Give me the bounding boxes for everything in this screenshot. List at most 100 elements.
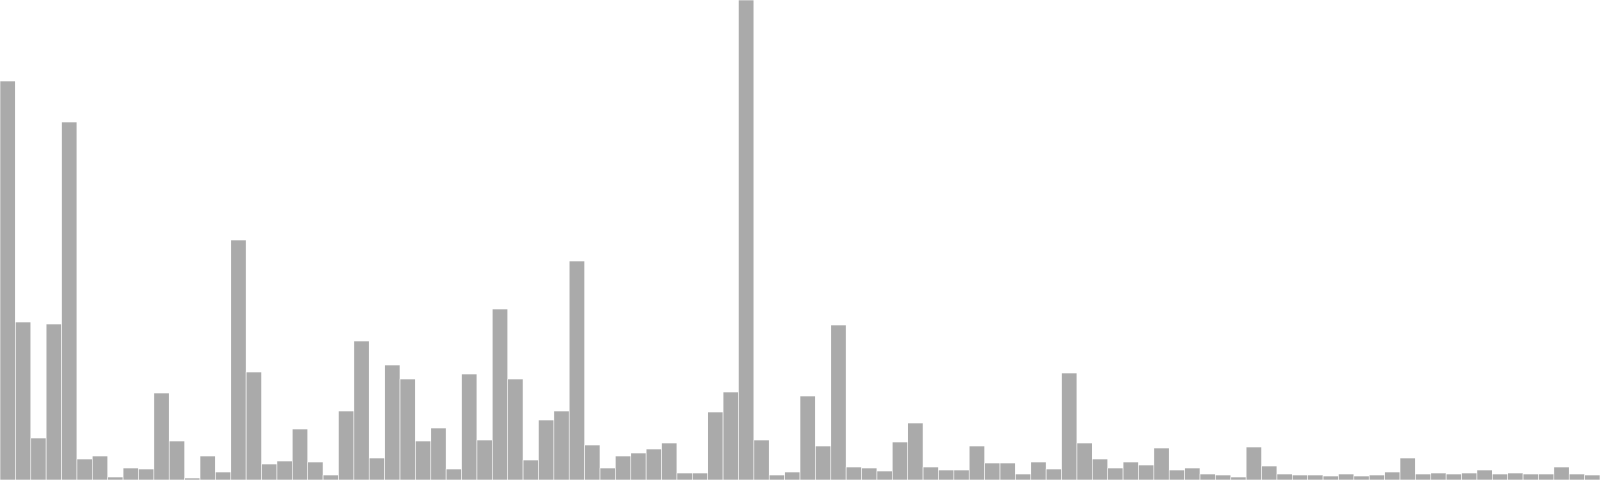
- bar: [784, 471, 801, 480]
- bar: [1368, 474, 1385, 480]
- bar: [122, 467, 139, 480]
- bar: [1199, 473, 1216, 480]
- bar: [892, 441, 908, 480]
- bar: [399, 378, 416, 480]
- bar: [1507, 472, 1524, 480]
- bar: [815, 445, 832, 480]
- bar: [1415, 473, 1432, 480]
- bar: [353, 340, 370, 480]
- bar: [15, 321, 32, 480]
- bar: [768, 474, 785, 480]
- bar: [215, 471, 232, 480]
- bar: [861, 467, 878, 480]
- bar: [1122, 461, 1139, 480]
- bar: [261, 463, 278, 480]
- bar: [1430, 472, 1447, 480]
- bar: [322, 474, 339, 480]
- bar: [476, 439, 493, 480]
- bar: [230, 239, 247, 480]
- bar: [1445, 473, 1462, 480]
- bar: [445, 468, 462, 480]
- bar: [384, 364, 401, 480]
- bar: [338, 410, 355, 480]
- bar: [953, 469, 970, 480]
- bar: [1492, 473, 1508, 480]
- bar: [368, 457, 385, 480]
- bar: [615, 455, 632, 480]
- bar: [1461, 472, 1478, 480]
- bar: [830, 324, 847, 480]
- bar: [153, 392, 170, 480]
- bar: [738, 0, 755, 480]
- bar: [1168, 469, 1185, 480]
- bar: [1353, 475, 1370, 480]
- bar: [138, 468, 155, 480]
- bar: [1399, 457, 1416, 480]
- bar: [1153, 447, 1170, 480]
- bar: [630, 452, 647, 480]
- bar: [245, 371, 262, 480]
- bar: [968, 445, 985, 480]
- bar: [645, 448, 662, 480]
- bar: [799, 395, 816, 480]
- bar: [568, 260, 585, 480]
- bar: [692, 472, 708, 480]
- bar: [168, 440, 185, 480]
- bar: [1184, 467, 1201, 480]
- bar: [922, 466, 939, 480]
- bar: [307, 461, 324, 480]
- bar: [722, 391, 739, 480]
- bar: [553, 410, 570, 480]
- bar: [1061, 372, 1078, 480]
- bar: [1261, 465, 1278, 480]
- bar: [1384, 471, 1401, 480]
- bar: [507, 378, 524, 480]
- bar: [1215, 474, 1232, 480]
- bar: [1522, 473, 1539, 480]
- bar: [522, 459, 539, 480]
- bar: [1568, 473, 1585, 480]
- bar: [1584, 474, 1600, 480]
- bar: [1538, 473, 1555, 480]
- bar: [676, 472, 693, 480]
- bar: [1553, 466, 1570, 480]
- bar: [415, 440, 432, 480]
- bar: [199, 455, 216, 480]
- bar: [584, 444, 601, 480]
- bar: [1015, 473, 1032, 480]
- bar: [876, 470, 893, 480]
- bar: [1276, 473, 1293, 480]
- bar: [45, 323, 62, 480]
- bar: [492, 308, 508, 480]
- bar: [92, 455, 108, 480]
- bar: [845, 466, 862, 480]
- bar: [999, 462, 1016, 480]
- bar: [599, 467, 616, 480]
- bar: [30, 437, 47, 480]
- bar: [1092, 458, 1108, 480]
- bar: [1476, 469, 1493, 480]
- bar: [292, 428, 308, 480]
- bar: [1322, 475, 1339, 480]
- bar: [1338, 473, 1355, 480]
- bar: [1076, 442, 1093, 480]
- bar: [1107, 467, 1124, 480]
- bar: [0, 80, 16, 480]
- bar: [707, 411, 724, 480]
- bar: [1030, 461, 1047, 480]
- bar: [1245, 446, 1262, 480]
- bar: [61, 121, 78, 480]
- bar: [1307, 474, 1324, 480]
- bar: [661, 442, 678, 480]
- bar: [753, 439, 770, 480]
- bar: [1138, 464, 1155, 480]
- bar: [1045, 468, 1062, 480]
- bar: [538, 419, 555, 480]
- bar: [1292, 474, 1308, 480]
- bar: [76, 458, 93, 480]
- bar: [430, 427, 447, 480]
- bar: [984, 462, 1001, 480]
